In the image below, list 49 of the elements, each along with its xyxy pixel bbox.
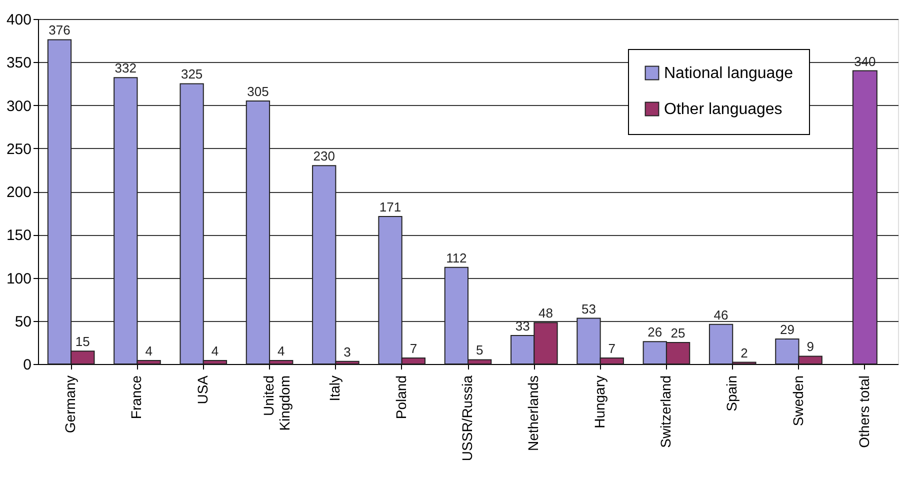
data-label: 305 [247,84,269,99]
y-tick-label: 0 [23,356,32,374]
y-tick-label: 300 [6,98,32,115]
x-tick-label: USA [194,374,210,404]
data-label: 332 [114,60,137,76]
data-label: 112 [446,250,467,266]
data-label: 53 [581,301,596,316]
y-tick-label: 100 [6,270,32,288]
data-label: 376 [48,22,70,38]
data-label: 5 [476,342,484,358]
x-tick-label: Poland [392,376,409,420]
x-tick-label: Sweden [790,376,806,426]
data-label: 230 [313,148,335,164]
data-label: 7 [608,340,616,356]
data-label: 7 [410,340,418,356]
legend-label: National language [664,65,794,82]
data-label: 171 [379,200,402,215]
x-tick-label: Netherlands [525,376,542,451]
y-tick-label: 350 [6,54,32,72]
data-label: 325 [180,66,203,82]
data-label: 26 [648,324,662,340]
x-tick-label: Germany [62,376,78,434]
data-label: 15 [75,334,90,350]
data-label: 4 [145,344,152,359]
data-label: 3 [344,344,351,360]
data-label: 4 [278,344,285,359]
data-label: 46 [714,307,728,322]
data-label: 25 [670,325,686,340]
legend-label: Other languages [664,101,782,118]
x-tick-label: Italy [326,376,343,402]
x-tick-label: Others total [856,376,872,448]
y-tick-label: 200 [6,184,32,201]
data-label: 9 [806,339,814,354]
x-tick-label: USSR/Russia [459,375,475,462]
x-tick-label: United Kingdom [260,376,293,431]
x-tick-label: Hungary [591,376,608,428]
y-tick-label: 150 [6,227,32,244]
data-label: 33 [515,318,530,334]
x-tick-label: Spain [724,376,740,412]
data-label: 4 [211,344,219,359]
bar [852,70,878,364]
data-label: 48 [538,306,553,321]
y-tick-label: 400 [6,12,32,28]
data-label: 29 [780,322,794,337]
y-tick-label: 50 [14,313,32,330]
data-label: 2 [740,345,748,360]
x-tick-label: France [128,375,144,420]
y-tick-label: 250 [6,140,32,158]
x-tick-label: Switzerland [657,376,674,448]
